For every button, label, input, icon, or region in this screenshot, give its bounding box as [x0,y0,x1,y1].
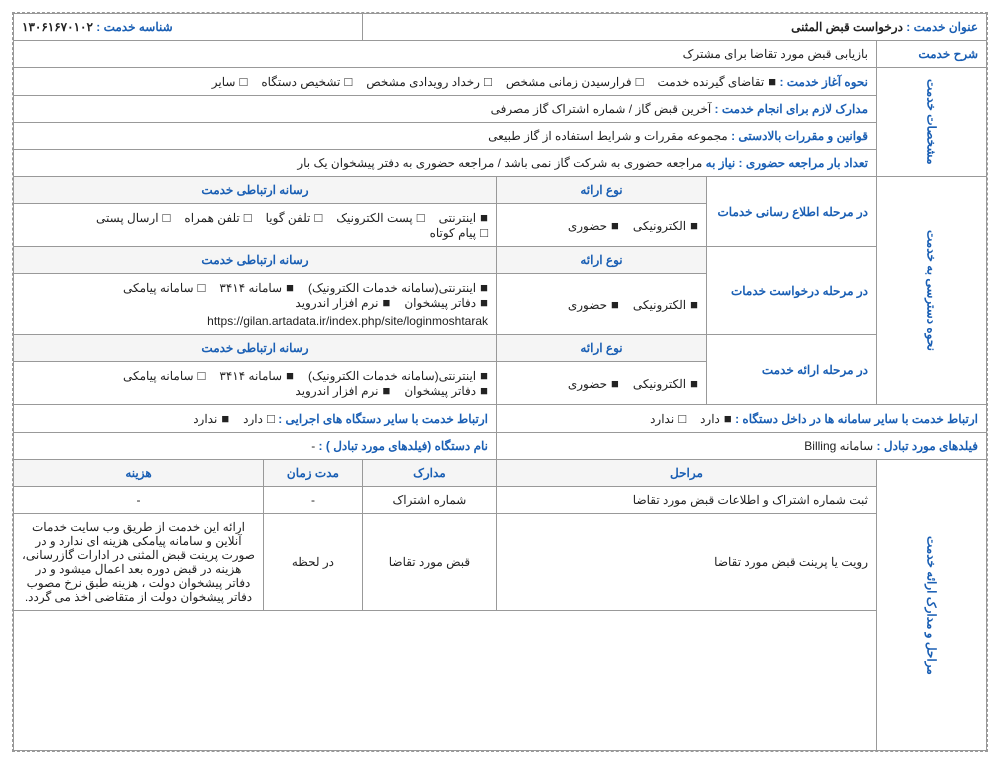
rel-external-opts: دارد ندارد [179,412,275,426]
title-value: درخواست قبض المثنی [791,20,903,34]
step-cell: رویت یا پرینت قبض مورد تقاضا [497,514,877,611]
checkbox-option: حضوری [568,297,619,312]
start-opts: تقاضای گیرنده خدمت فرارسیدن زمانی مشخص رخد… [198,75,776,89]
checkbox-option: تشخیص دستگاه [261,74,352,89]
access-type-hdr: نوع ارائه [497,335,707,362]
checkbox-option: الکترونیکی [633,218,698,233]
access-stage: در مرحله اطلاع رسانی خدمات [707,177,877,247]
checkbox-option: اینترنتی [439,210,488,225]
checkbox-option: اینترنتی(سامانه خدمات الکترونیک) [308,368,488,383]
access-media-opts: اینترنتی(سامانه خدمات الکترونیک) سامانه ۳… [14,362,497,405]
rel-internal-label: ارتباط خدمت با سایر سامانه ها در داخل دس… [735,412,978,426]
step-cost: - [14,487,264,514]
checkbox-option: ندارد [193,411,229,426]
checkbox-option: نرم افزار اندروید [295,295,390,310]
title-label: عنوان خدمت : [906,20,978,34]
service-form: عنوان خدمت : درخواست قبض المثنی شناسه خد… [12,12,988,752]
specs-side: مشخصات خدمت [877,68,987,177]
access-url: https://gilan.artadata.ir/index.php/site… [207,314,488,328]
desc-label-cell: شرح خدمت [877,41,987,68]
desc-label: شرح خدمت [918,47,978,61]
laws-label: قوانین و مقررات بالادستی : [731,129,868,143]
checkbox-option: تلفن گویا [266,210,323,225]
checkbox-option: الکترونیکی [633,376,698,391]
filler [14,611,877,751]
steps-hdr-cost: هزینه [14,460,264,487]
rel-org-cell: نام دستگاه (فیلدهای مورد تبادل ) : - [14,433,497,460]
checkbox-option: ندارد [650,411,686,426]
visits-value: مراجعه حضوری به شرکت گاز نمی باشد / مراج… [297,156,702,170]
checkbox-option: دفاتر پیشخوان [404,383,488,398]
checkbox-option: حضوری [568,376,619,391]
rel-external-cell: ارتباط خدمت با سایر دستگاه های اجرایی : … [14,405,497,433]
checkbox-option: رخداد رویدادی مشخص [366,74,492,89]
checkbox-option: تقاضای گیرنده خدمت [657,74,776,89]
checkbox-option: اینترنتی(سامانه خدمات الکترونیک) [308,280,488,295]
access-media-hdr: رسانه ارتباطی خدمت [14,247,497,274]
checkbox-option: پیام کوتاه [430,225,488,240]
rel-internal-opts: دارد ندارد [636,412,732,426]
step-cell: ثبت شماره اشتراک و اطلاعات قبض مورد تقاض… [497,487,877,514]
main-table: عنوان خدمت : درخواست قبض المثنی شناسه خد… [13,13,987,751]
rel-internal-cell: ارتباط خدمت با سایر سامانه ها در داخل دس… [497,405,987,433]
checkbox-option: سامانه ۳۴۱۴ [219,280,294,295]
access-type-opts: الکترونیکی حضوری [497,362,707,405]
rel-external-label: ارتباط خدمت با سایر دستگاه های اجرایی : [278,412,488,426]
id-value: ۱۳۰۶۱۶۷۰۱۰۲ [22,20,93,34]
access-media-hdr: رسانه ارتباطی خدمت [14,335,497,362]
checkbox-option: سامانه ۳۴۱۴ [219,368,294,383]
access-type-hdr: نوع ارائه [497,177,707,204]
checkbox-option: ارسال پستی [96,210,170,225]
title-cell: عنوان خدمت : درخواست قبض المثنی [362,14,986,41]
rel-org-value: - [311,439,315,453]
id-label: شناسه خدمت : [96,20,172,34]
rel-fields-cell: فیلدهای مورد تبادل : سامانه Billing [497,433,987,460]
docs-row: مدارک لازم برای انجام خدمت : آخرین قبض گ… [14,96,877,123]
step-time: در لحظه [264,514,363,611]
access-type-hdr: نوع ارائه [497,247,707,274]
checkbox-option: نرم افزار اندروید [295,383,390,398]
step-cost: ارائه این خدمت از طریق وب سایت خدمات آنل… [14,514,264,611]
checkbox-option: دارد [700,411,732,426]
checkbox-option: سایر [212,74,248,89]
visits-pre: نیاز به [706,156,736,170]
rel-fields-label: فیلدهای مورد تبادل : [877,439,978,453]
start-label: نحوه آغاز خدمت : [779,75,868,89]
access-stage: در مرحله درخواست خدمات [707,247,877,335]
docs-label: مدارک لازم برای انجام خدمت : [715,102,868,116]
access-type-opts: الکترونیکی حضوری [497,204,707,247]
checkbox-option: الکترونیکی [633,297,698,312]
checkbox-option: سامانه پیامکی [123,368,205,383]
access-media-opts: اینترنتی(سامانه خدمات الکترونیک) سامانه ۳… [14,274,497,335]
checkbox-option: حضوری [568,218,619,233]
step-time: - [264,487,363,514]
checkbox-option: دفاتر پیشخوان [404,295,488,310]
rel-org-label: نام دستگاه (فیلدهای مورد تبادل ) : [319,439,488,453]
desc-value: بازیابی قبض مورد تقاضا برای مشترک [683,47,868,61]
docs-value: آخرین قبض گاز / شماره اشتراک گاز مصرفی [491,102,712,116]
start-row: نحوه آغاز خدمت : تقاضای گیرنده خدمت فرارس… [14,68,877,96]
access-type-opts: الکترونیکی حضوری [497,274,707,335]
steps-hdr-doc: مدارک [362,460,496,487]
access-media-opts: اینترنتی پست الکترونیک تلفن گویا تلفن همراه… [14,204,497,247]
rel-fields-value: سامانه Billing [804,439,873,453]
step-doc: شماره اشتراک [362,487,496,514]
id-cell: شناسه خدمت : ۱۳۰۶۱۶۷۰۱۰۲ [14,14,363,41]
checkbox-option: سامانه پیامکی [123,280,205,295]
access-stage: در مرحله ارائه خدمت [707,335,877,405]
step-doc: قبض مورد تقاضا [362,514,496,611]
visits-row: تعداد بار مراجعه حضوری : نیاز به مراجعه … [14,150,877,177]
checkbox-option: دارد [243,411,275,426]
steps-hdr-step: مراحل [497,460,877,487]
visits-label: تعداد بار مراجعه حضوری : [739,156,868,170]
laws-row: قوانین و مقررات بالادستی : مجموعه مقررات… [14,123,877,150]
checkbox-option: تلفن همراه [184,210,251,225]
laws-value: مجموعه مقررات و شرایط استفاده از گاز طبی… [488,129,728,143]
checkbox-option: پست الکترونیک [336,210,424,225]
steps-hdr-time: مدت زمان [264,460,363,487]
access-media-hdr: رسانه ارتباطی خدمت [14,177,497,204]
access-side: نحوه دسترسی به خدمت [877,177,987,405]
checkbox-option: فرارسیدن زمانی مشخص [506,74,644,89]
desc-value-cell: بازیابی قبض مورد تقاضا برای مشترک [14,41,877,68]
